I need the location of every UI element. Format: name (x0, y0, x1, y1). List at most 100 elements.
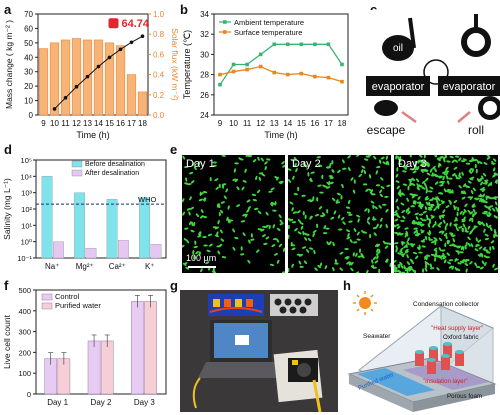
cell (425, 186, 428, 191)
cell (342, 167, 347, 170)
xtick-label-b: 18 (338, 119, 347, 128)
cell (218, 183, 221, 189)
cell (353, 179, 356, 184)
cell (189, 171, 194, 175)
cell (304, 214, 307, 220)
legend-swatch-d-1 (71, 169, 83, 177)
xtick-label-d: Ca²⁺ (109, 262, 126, 271)
cell (404, 250, 409, 254)
cell (379, 189, 383, 194)
cell (296, 210, 301, 214)
point-b-0 (245, 62, 249, 67)
cell (332, 197, 336, 202)
cell (221, 155, 226, 157)
evaporator-left-label: evaporator (372, 81, 425, 93)
ytick-label-d: 10⁻¹ (17, 254, 32, 263)
cell (299, 265, 304, 268)
cell (487, 183, 491, 187)
cell (240, 246, 243, 251)
cell (291, 207, 294, 212)
cell (332, 241, 335, 247)
cell (494, 179, 498, 184)
cell (397, 225, 401, 230)
cell (419, 201, 422, 206)
cell (366, 269, 369, 273)
cell (454, 266, 458, 271)
cell (484, 237, 490, 241)
cell (437, 204, 440, 210)
cell (460, 245, 464, 251)
cell (459, 210, 463, 215)
cell (193, 245, 198, 249)
cell (302, 231, 305, 236)
point-solar-flux (63, 96, 68, 100)
xtick-label-a: 14 (94, 119, 103, 128)
cell (492, 207, 496, 212)
cell (247, 259, 251, 264)
cell (265, 211, 269, 216)
cell (282, 164, 285, 168)
legend-marker-b-1 (223, 30, 227, 34)
cell (461, 196, 466, 200)
cell (321, 174, 324, 180)
escape-arrow (401, 110, 417, 124)
cell (352, 189, 356, 194)
cell (257, 156, 260, 161)
cell (182, 198, 185, 203)
cell (421, 186, 426, 190)
cell (422, 210, 427, 214)
cell (421, 180, 426, 184)
cell (276, 176, 279, 181)
cell (318, 164, 323, 167)
cell (353, 241, 358, 244)
cell (312, 196, 315, 201)
cell (493, 215, 498, 219)
cell (406, 254, 409, 259)
cell (426, 262, 430, 266)
cell (412, 200, 415, 205)
cell (486, 213, 489, 218)
cell (292, 175, 295, 180)
panel-label-d: d (4, 142, 12, 157)
y2tick-label-a: 0.0 (153, 111, 165, 120)
cell (486, 250, 490, 254)
cell (274, 253, 278, 256)
cell (335, 199, 339, 204)
microscopy-day3: Day 3 (394, 155, 498, 273)
cell (254, 207, 259, 210)
ytick-label-d: 10² (21, 205, 32, 214)
bar-a-10 (49, 42, 60, 116)
cell (438, 221, 443, 226)
cell (184, 165, 189, 169)
cell (376, 166, 381, 169)
cell (288, 168, 292, 171)
cell (452, 238, 456, 243)
cell (186, 239, 190, 244)
cell (471, 203, 476, 207)
cell (234, 178, 239, 183)
cell (248, 239, 251, 244)
ytick-label-f: 500 (18, 286, 31, 295)
cell (298, 260, 302, 265)
cell (409, 181, 412, 186)
cell (303, 260, 308, 264)
cell (261, 173, 266, 177)
cell (428, 201, 431, 206)
cell (456, 211, 459, 217)
cell (187, 183, 192, 186)
ytick-label-a: 20 (24, 82, 33, 91)
cell (314, 214, 320, 217)
cell (394, 210, 398, 214)
cell (220, 201, 225, 204)
cell (247, 155, 253, 158)
bar-d-0-2 (106, 198, 118, 259)
cell (402, 183, 408, 186)
cell (400, 264, 404, 269)
cell (211, 270, 217, 273)
cell (399, 156, 402, 161)
legend-label-f-1: Purified water (55, 301, 101, 310)
cell (428, 230, 432, 235)
cell (455, 227, 459, 232)
cell (483, 228, 486, 233)
cell (304, 164, 308, 168)
